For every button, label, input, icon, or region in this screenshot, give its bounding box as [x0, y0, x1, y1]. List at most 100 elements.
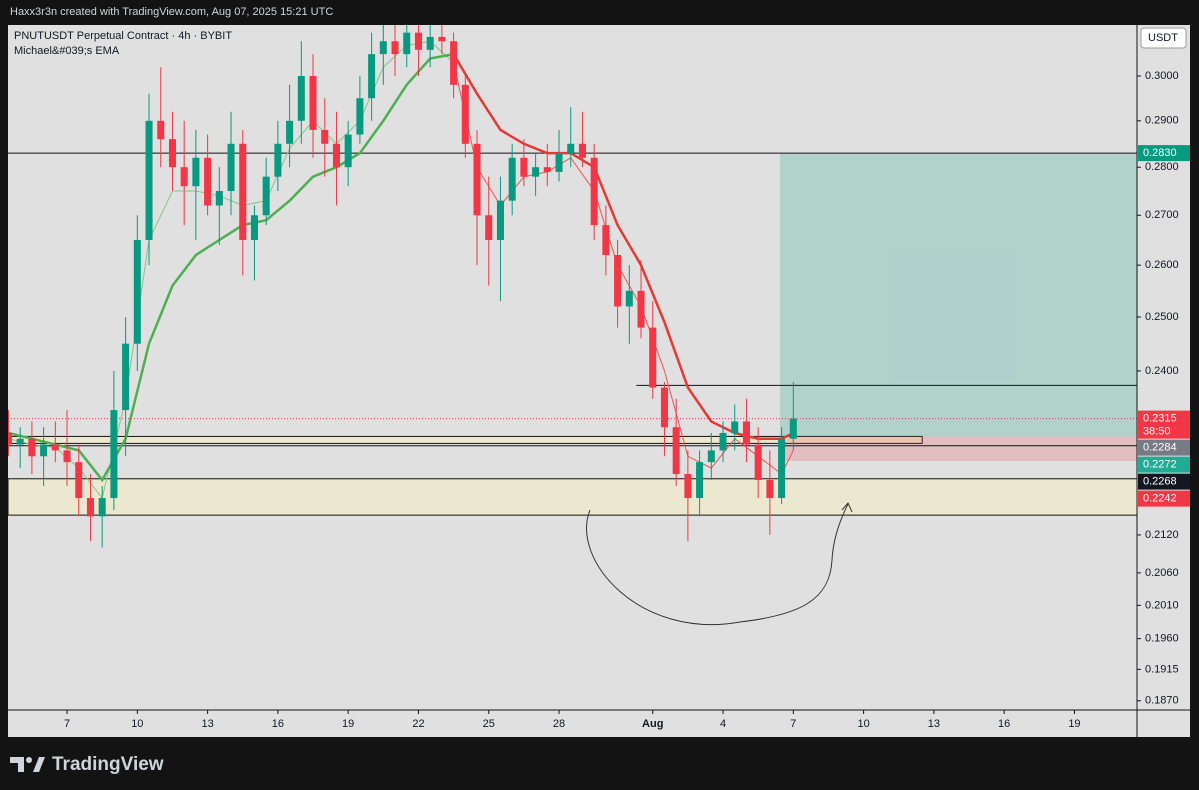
- x-tick-label: 10: [131, 718, 143, 730]
- y-tick-label: 0.1870: [1145, 695, 1179, 707]
- x-tick-label: 16: [998, 718, 1010, 730]
- position-target: [779, 153, 1137, 437]
- candle-body: [40, 444, 48, 457]
- currency: USDT: [1148, 32, 1178, 44]
- candle-body: [403, 32, 411, 55]
- price-label-text: 0.2284: [1143, 442, 1177, 454]
- y-tick-label: 0.2400: [1145, 365, 1179, 377]
- price-label-text: 0.2315: [1143, 413, 1177, 425]
- candle-body: [473, 143, 481, 216]
- x-tick-label: Aug: [642, 718, 663, 730]
- candle-body: [51, 444, 59, 451]
- candle-body: [742, 421, 750, 445]
- candle-body: [75, 462, 83, 499]
- candle-body: [309, 75, 317, 130]
- candle-body: [274, 143, 282, 177]
- candle-body: [391, 41, 399, 55]
- candle-body: [86, 498, 94, 517]
- x-tick-label: 22: [412, 718, 424, 730]
- indicator-title: Michael&#039;s EMA: [14, 45, 120, 57]
- x-tick-label: 13: [201, 718, 213, 730]
- candle-body: [614, 255, 622, 307]
- chart-panel: [8, 25, 1190, 737]
- candle-body: [438, 36, 446, 42]
- candle-body: [157, 120, 165, 140]
- candle-body: [368, 54, 376, 99]
- price-label-text: 0.2272: [1143, 459, 1177, 471]
- candle-body: [532, 167, 540, 177]
- candle-body: [286, 120, 294, 144]
- candle-body: [660, 387, 668, 428]
- candle-body: [672, 427, 680, 474]
- x-tick-label: 13: [928, 718, 940, 730]
- candle-body: [28, 438, 36, 457]
- candle-body: [461, 84, 469, 144]
- y-tick-label: 0.1960: [1145, 633, 1179, 645]
- candle-body: [98, 498, 106, 517]
- candle-body: [543, 167, 551, 172]
- logo: [10, 757, 45, 772]
- countdown: 38:50: [1143, 426, 1171, 438]
- candle-body: [180, 167, 188, 187]
- candle-body: [450, 41, 458, 85]
- chart-title: PNUTUSDT Perpetual Contract · 4h · BYBIT: [14, 30, 232, 42]
- candle-body: [63, 450, 71, 463]
- candle-body: [16, 438, 24, 445]
- x-tick-label: 7: [790, 718, 796, 730]
- candle-body: [356, 98, 364, 135]
- candle-body: [122, 343, 130, 411]
- position-stop: [779, 436, 1137, 461]
- drawing-arc: [586, 503, 849, 625]
- price-label: [1138, 145, 1190, 162]
- candle-body: [578, 143, 586, 158]
- candle-body: [602, 225, 610, 256]
- candle-body: [379, 41, 387, 55]
- price-label: [1138, 410, 1190, 439]
- attribution: Haxx3r3n created with TradingView.com, A…: [10, 6, 333, 18]
- candle-body: [192, 157, 200, 187]
- drawing-arrowhead: [841, 502, 853, 513]
- candle-body: [696, 462, 704, 499]
- candle-body: [496, 200, 504, 240]
- candle-body: [133, 239, 141, 344]
- y-tick-label: 0.2600: [1145, 259, 1179, 271]
- y-tick-label: 0.2500: [1145, 311, 1179, 323]
- candle-body: [426, 36, 434, 50]
- y-tick-label: 0.3000: [1145, 70, 1179, 82]
- x-tick-label: 7: [64, 718, 70, 730]
- price-label: [1138, 473, 1190, 490]
- candle-body: [215, 191, 223, 206]
- candle-body: [731, 421, 739, 433]
- ema-line: [8, 52, 454, 483]
- plot-area: [8, 25, 1137, 548]
- candle-body: [625, 290, 633, 307]
- x-tick-label: 19: [342, 718, 354, 730]
- x-tick-label: 10: [857, 718, 869, 730]
- x-tick-label: 19: [1068, 718, 1080, 730]
- candle-body: [637, 290, 645, 328]
- x-tick-label: 28: [553, 718, 565, 730]
- candle-body: [508, 157, 516, 201]
- candle-body: [168, 139, 176, 168]
- candle-body: [754, 444, 762, 480]
- candle-body: [766, 479, 774, 499]
- y-tick-label: 0.2900: [1145, 115, 1179, 127]
- price-label-text: 0.2242: [1143, 493, 1177, 505]
- candle-body: [227, 143, 235, 192]
- currency-box[interactable]: [1140, 27, 1187, 49]
- candle-body: [8, 432, 12, 445]
- candle-body: [145, 120, 153, 240]
- x-tick-label: 16: [272, 718, 284, 730]
- y-tick-label: 0.2700: [1145, 209, 1179, 221]
- y-tick-label: 0.2120: [1145, 529, 1179, 541]
- price-label: [1138, 490, 1190, 507]
- x-tick-label: 25: [483, 718, 495, 730]
- candle-body: [555, 153, 563, 172]
- brand: TradingView: [52, 754, 164, 775]
- candle-body: [707, 450, 715, 463]
- candle-body: [262, 176, 270, 216]
- candle-body: [590, 157, 598, 226]
- candle-body: [321, 129, 329, 144]
